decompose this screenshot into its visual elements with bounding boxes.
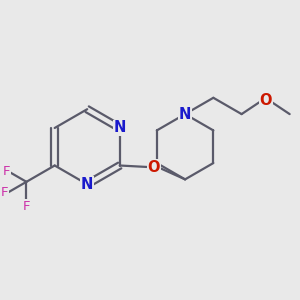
Text: F: F (0, 186, 8, 199)
Text: O: O (260, 93, 272, 108)
Text: O: O (148, 160, 160, 175)
Text: N: N (81, 177, 93, 192)
Text: N: N (179, 106, 191, 122)
Text: N: N (113, 121, 126, 136)
Text: F: F (23, 200, 30, 213)
Text: F: F (3, 165, 10, 178)
